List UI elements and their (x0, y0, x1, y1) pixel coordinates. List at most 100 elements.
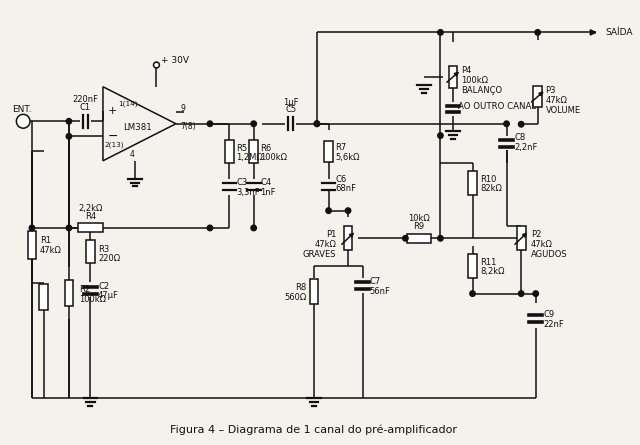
Text: C8: C8 (515, 133, 525, 142)
Text: C5: C5 (285, 105, 296, 114)
Text: GRAVES: GRAVES (303, 250, 337, 259)
Text: C2: C2 (98, 282, 109, 291)
Text: P2: P2 (531, 230, 541, 239)
Circle shape (66, 134, 72, 139)
Text: 47kΩ: 47kΩ (40, 246, 61, 255)
Bar (250, 140, 258, 163)
Bar (324, 141, 333, 162)
Text: 68nF: 68nF (335, 184, 356, 194)
Text: 100kΩ: 100kΩ (79, 295, 106, 303)
Circle shape (438, 235, 443, 241)
Text: P1: P1 (326, 230, 337, 239)
Text: 560Ω: 560Ω (284, 293, 306, 302)
Text: R7: R7 (335, 143, 347, 152)
Text: +: + (108, 106, 117, 116)
Circle shape (346, 208, 351, 214)
Circle shape (66, 118, 72, 124)
Circle shape (29, 225, 35, 231)
Text: R6: R6 (260, 144, 272, 153)
Text: 1,2MΩ: 1,2MΩ (236, 153, 263, 162)
Circle shape (518, 121, 524, 127)
Text: R10: R10 (480, 174, 497, 183)
Circle shape (251, 121, 257, 126)
Text: 1nF: 1nF (260, 188, 276, 198)
Text: AGUDOS: AGUDOS (531, 250, 568, 259)
Bar (449, 66, 458, 88)
Text: 7(8): 7(8) (180, 122, 196, 131)
Text: C6: C6 (335, 174, 347, 183)
Text: R8: R8 (295, 283, 306, 292)
Text: Figura 4 – Diagrama de 1 canal do pré-amplificador: Figura 4 – Diagrama de 1 canal do pré-am… (170, 424, 458, 435)
Text: R1: R1 (40, 236, 51, 245)
Text: ENT.: ENT. (13, 105, 32, 114)
Text: 5,6kΩ: 5,6kΩ (335, 153, 360, 162)
Text: 2,2kΩ: 2,2kΩ (78, 204, 102, 213)
Bar (225, 140, 234, 163)
Text: 1μF: 1μF (283, 97, 298, 106)
Bar (77, 223, 103, 232)
Circle shape (251, 225, 257, 231)
Text: 47kΩ: 47kΩ (531, 240, 553, 249)
Text: C7: C7 (369, 277, 381, 286)
Circle shape (535, 30, 540, 35)
Circle shape (403, 235, 408, 241)
Text: 2(13): 2(13) (105, 142, 124, 149)
Text: 100kΩ: 100kΩ (461, 76, 488, 85)
Text: 22nF: 22nF (543, 320, 564, 329)
Bar (516, 227, 525, 250)
Text: 10kΩ: 10kΩ (408, 214, 430, 223)
Text: P3: P3 (545, 86, 556, 95)
Text: VOLUME: VOLUME (545, 106, 580, 115)
Circle shape (207, 225, 212, 231)
Bar (28, 231, 36, 259)
Text: C4: C4 (260, 178, 271, 187)
Text: 56nF: 56nF (369, 287, 390, 296)
Bar (344, 227, 353, 250)
Text: R3: R3 (98, 245, 109, 254)
Circle shape (470, 291, 476, 296)
Bar (533, 86, 542, 107)
Circle shape (17, 114, 30, 128)
Text: 47μF: 47μF (98, 291, 119, 299)
Text: 47kΩ: 47kΩ (545, 96, 567, 105)
Text: BALANÇO: BALANÇO (461, 86, 502, 95)
Text: C1: C1 (80, 103, 91, 112)
Circle shape (207, 121, 212, 126)
Text: 2,2nF: 2,2nF (515, 143, 538, 152)
Circle shape (314, 121, 319, 126)
Circle shape (533, 291, 538, 296)
Bar (39, 284, 48, 310)
Bar (408, 234, 431, 243)
Circle shape (504, 121, 509, 126)
Bar (468, 171, 477, 195)
Text: 220Ω: 220Ω (98, 254, 120, 263)
Text: SAÍDA: SAÍDA (606, 28, 633, 37)
Text: 220nF: 220nF (72, 95, 99, 104)
Bar (310, 279, 318, 304)
Text: 9: 9 (180, 105, 186, 113)
Text: −: − (108, 130, 118, 143)
Text: AO OUTRO CANAL: AO OUTRO CANAL (458, 102, 536, 111)
Text: R9: R9 (413, 222, 424, 231)
Text: + 30V: + 30V (161, 56, 189, 65)
Circle shape (518, 291, 524, 296)
Circle shape (314, 121, 319, 126)
Text: 4: 4 (130, 150, 134, 159)
Circle shape (438, 30, 443, 35)
Text: C3: C3 (236, 178, 248, 187)
Text: 47kΩ: 47kΩ (314, 240, 337, 249)
Text: LM381: LM381 (123, 123, 152, 132)
Text: 3,3nF: 3,3nF (236, 188, 260, 198)
Text: 8,2kΩ: 8,2kΩ (480, 267, 505, 276)
Text: R5: R5 (236, 144, 247, 153)
Circle shape (66, 225, 72, 231)
Text: 82kΩ: 82kΩ (480, 184, 502, 194)
Bar (468, 254, 477, 278)
Text: 100kΩ: 100kΩ (260, 153, 287, 162)
Text: R4: R4 (84, 211, 96, 221)
Bar (86, 240, 95, 263)
Circle shape (326, 208, 332, 214)
Circle shape (154, 62, 159, 68)
Text: R11: R11 (480, 258, 497, 267)
Text: C9: C9 (543, 310, 555, 319)
